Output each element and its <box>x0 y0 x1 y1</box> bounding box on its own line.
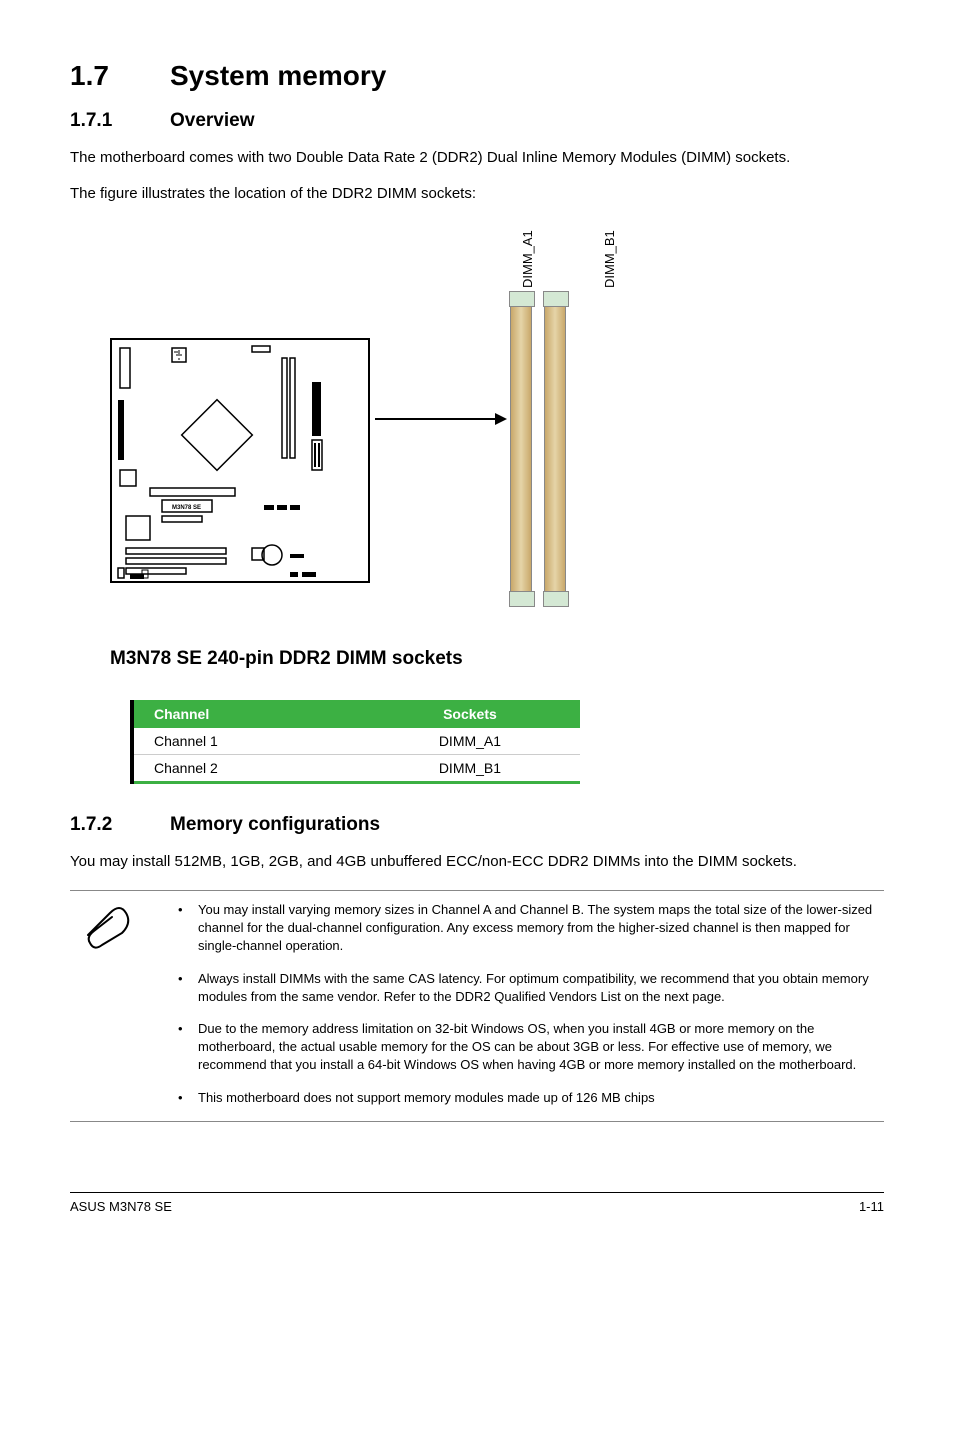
note-block: You may install varying memory sizes in … <box>70 890 884 1122</box>
dimm-label-a1: DIMM_A1 <box>520 230 535 288</box>
th-channel: Channel <box>132 700 360 728</box>
subsection-memconfig-heading: 1.7.2 Memory configurations <box>70 814 884 836</box>
overview-p2: The figure illustrates the location of t… <box>70 183 884 204</box>
channel-table: Channel Sockets Channel 1 DIMM_A1 Channe… <box>130 700 580 784</box>
subsection-title: Overview <box>170 110 255 132</box>
subsection-overview-heading: 1.7.1 Overview <box>70 110 884 132</box>
td-channel: Channel 1 <box>132 728 360 755</box>
arrow-icon <box>375 418 505 420</box>
table-row: Channel 2 DIMM_B1 <box>132 755 580 783</box>
table-header-row: Channel Sockets <box>132 700 580 728</box>
paperclip-icon <box>70 901 170 1111</box>
td-socket: DIMM_B1 <box>360 755 580 783</box>
note-item: You may install varying memory sizes in … <box>170 901 884 956</box>
section-number: 1.7 <box>70 60 170 92</box>
note-item: This motherboard does not support memory… <box>170 1089 884 1107</box>
subsection-title: Memory configurations <box>170 814 380 836</box>
dimm-diagram: DIMM_A1 DIMM_B1 <box>110 218 670 638</box>
dimm-slot-b1 <box>544 298 566 600</box>
dimm-slots <box>510 298 566 600</box>
note-item: Due to the memory address limitation on … <box>170 1020 884 1075</box>
subsection-number: 1.7.1 <box>70 110 170 132</box>
section-heading: 1.7 System memory <box>70 60 884 92</box>
th-sockets: Sockets <box>360 700 580 728</box>
page-footer: ASUS M3N78 SE 1-11 <box>70 1192 884 1214</box>
note-item: Always install DIMMs with the same CAS l… <box>170 970 884 1006</box>
subsection-number: 1.7.2 <box>70 814 170 836</box>
diagram-caption: M3N78 SE 240-pin DDR2 DIMM sockets <box>110 648 884 670</box>
motherboard-schematic: M3N78 SE <box>110 338 370 583</box>
footer-left: ASUS M3N78 SE <box>70 1199 172 1214</box>
td-socket: DIMM_A1 <box>360 728 580 755</box>
dimm-label-b1: DIMM_B1 <box>602 230 617 288</box>
table-row: Channel 1 DIMM_A1 <box>132 728 580 755</box>
note-content: You may install varying memory sizes in … <box>170 901 884 1111</box>
td-channel: Channel 2 <box>132 755 360 783</box>
memconfig-p1: You may install 512MB, 1GB, 2GB, and 4GB… <box>70 851 884 872</box>
board-label-text: M3N78 SE <box>172 505 201 511</box>
footer-right: 1-11 <box>859 1199 884 1214</box>
dimm-slot-a1 <box>510 298 532 600</box>
overview-p1: The motherboard comes with two Double Da… <box>70 147 884 168</box>
section-title: System memory <box>170 60 386 92</box>
